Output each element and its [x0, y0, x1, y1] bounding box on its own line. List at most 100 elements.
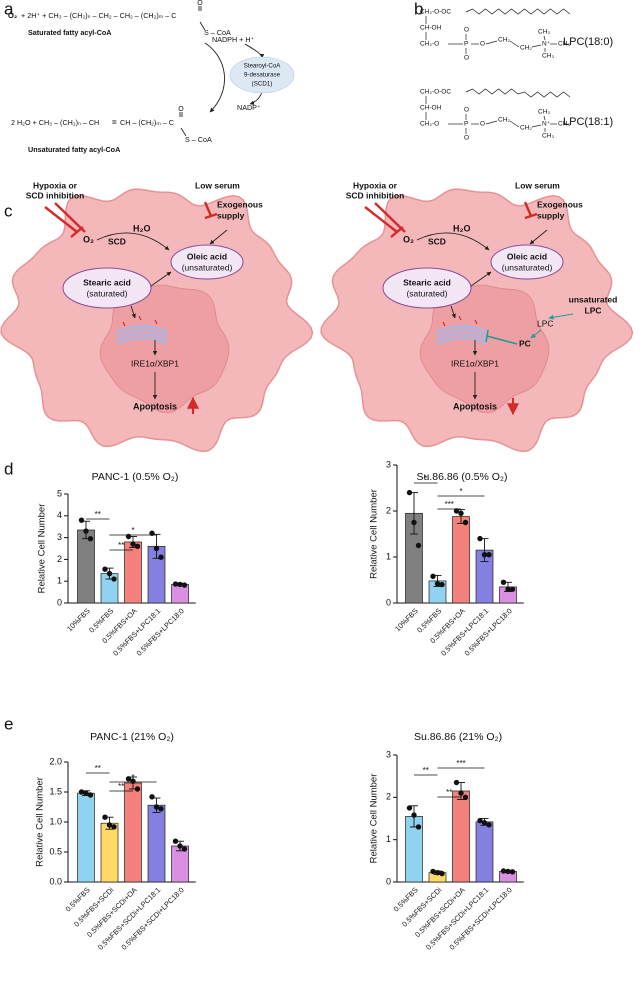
equation: + 2H⁺ + CH₃ – (CH₂)ₙ – CH₂ – CH₂ – (CH₂)…	[21, 11, 176, 20]
atom: CH₃	[538, 109, 550, 116]
bond	[509, 40, 520, 48]
flow-arrow	[450, 305, 456, 319]
acyl-chain	[465, 88, 571, 98]
atom: CH₃	[542, 53, 554, 60]
inhibition	[364, 202, 406, 238]
supply: Exogenous	[537, 199, 583, 209]
equation: 2 H₂O + CH₃ – (CH₂)ₙ – CH	[11, 118, 99, 127]
atom: O	[480, 41, 485, 48]
molecule	[425, 88, 571, 134]
data-point	[430, 868, 436, 875]
condition: Low serum	[515, 180, 560, 190]
data-point	[481, 820, 488, 826]
data-point	[134, 786, 141, 792]
data-point	[106, 570, 113, 577]
y-tick-label: 1.5	[49, 786, 62, 796]
atom: O	[197, 0, 203, 7]
data-point	[153, 545, 160, 552]
supply: supply	[537, 210, 565, 220]
molecule-name: Saturated fatty acyl-CoA	[28, 28, 111, 37]
chart-title: PANC-1 (21% O₂)	[90, 731, 174, 743]
flow-arrow	[130, 305, 136, 319]
molecule: O₂	[403, 234, 414, 244]
y-tick-label: 1	[386, 834, 391, 844]
y-tick-label: 5	[57, 488, 62, 498]
atom: S – CoA	[185, 135, 212, 144]
lipid-tail	[154, 319, 158, 325]
enzyme-name: 9-desaturase	[244, 72, 281, 79]
data-point	[415, 824, 422, 830]
bar	[77, 792, 95, 883]
significance-label: **	[446, 788, 452, 797]
y-tick-label: 0	[386, 876, 391, 886]
lpc-source: LPC	[585, 305, 602, 315]
cell	[0, 188, 314, 453]
data-point	[481, 552, 488, 558]
significance-label: **	[118, 541, 124, 550]
enzyme: SCD	[108, 236, 126, 246]
data-point	[87, 792, 94, 798]
inhibition	[203, 201, 218, 220]
significance-label: **	[95, 510, 101, 519]
er-membrane	[436, 332, 488, 341]
supply: Exogenous	[217, 199, 263, 209]
significance-label: **	[423, 766, 429, 775]
data-point	[500, 868, 507, 874]
enzyme: SCD	[428, 236, 446, 246]
reaction-arrow	[96, 232, 170, 251]
panel-label: a	[4, 0, 14, 18]
supply-arrow	[209, 229, 228, 245]
oleic-oval	[170, 244, 244, 280]
er-membrane	[436, 328, 488, 337]
data-point	[434, 580, 441, 587]
stearic-oval	[62, 267, 152, 309]
data-point	[153, 804, 160, 810]
outcome: Apoptosis	[453, 401, 497, 411]
bar	[124, 541, 142, 604]
inhibitor: Hypoxia or	[33, 180, 78, 190]
data-point	[158, 554, 164, 560]
enzyme-name: Stearoyl-CoA	[244, 63, 282, 70]
data-point	[462, 519, 469, 526]
data-point	[486, 822, 492, 828]
data-point	[509, 586, 516, 592]
significance-label: ***	[456, 759, 465, 768]
double-bond: =	[112, 118, 117, 127]
data-point	[500, 579, 507, 585]
data-point	[149, 530, 155, 536]
cell	[320, 188, 634, 453]
y-tick-label: 2.0	[49, 756, 62, 766]
bar	[171, 845, 189, 883]
data-point	[149, 794, 155, 800]
data-point	[505, 586, 511, 592]
atom: CH₂-O	[420, 41, 439, 48]
atom: N⁺	[542, 121, 550, 128]
atom: O	[480, 121, 485, 128]
bar	[147, 804, 166, 883]
data-point	[477, 535, 483, 542]
atom: P	[464, 41, 468, 48]
y-tick-label: 0	[57, 597, 62, 607]
atom: CH₃	[538, 29, 550, 36]
y-tick-label: 3	[386, 459, 391, 469]
data-point	[434, 869, 441, 876]
data-point	[458, 790, 464, 796]
data-point	[125, 776, 132, 782]
y-tick-label: 0	[386, 597, 391, 607]
lpc-arrow	[548, 313, 574, 320]
panel-label: d	[4, 459, 13, 478]
inhibitor: Hypoxia or	[353, 180, 398, 190]
stearic-oval	[382, 267, 472, 309]
significance-label: *	[131, 773, 134, 782]
panel-label: e	[4, 714, 13, 733]
molecule: H₂O	[453, 223, 471, 233]
fatty-acid: (saturated)	[406, 288, 447, 298]
molecule: LPC	[537, 318, 554, 328]
y-tick-label: 3	[386, 749, 391, 759]
fatty-acid: (saturated)	[86, 288, 127, 298]
fatty-acid: Oleic acid	[507, 251, 547, 261]
atom: CH-OH	[420, 105, 442, 112]
bar	[452, 516, 470, 604]
data-point	[111, 576, 117, 582]
y-tick-label: 0.5	[49, 846, 62, 856]
